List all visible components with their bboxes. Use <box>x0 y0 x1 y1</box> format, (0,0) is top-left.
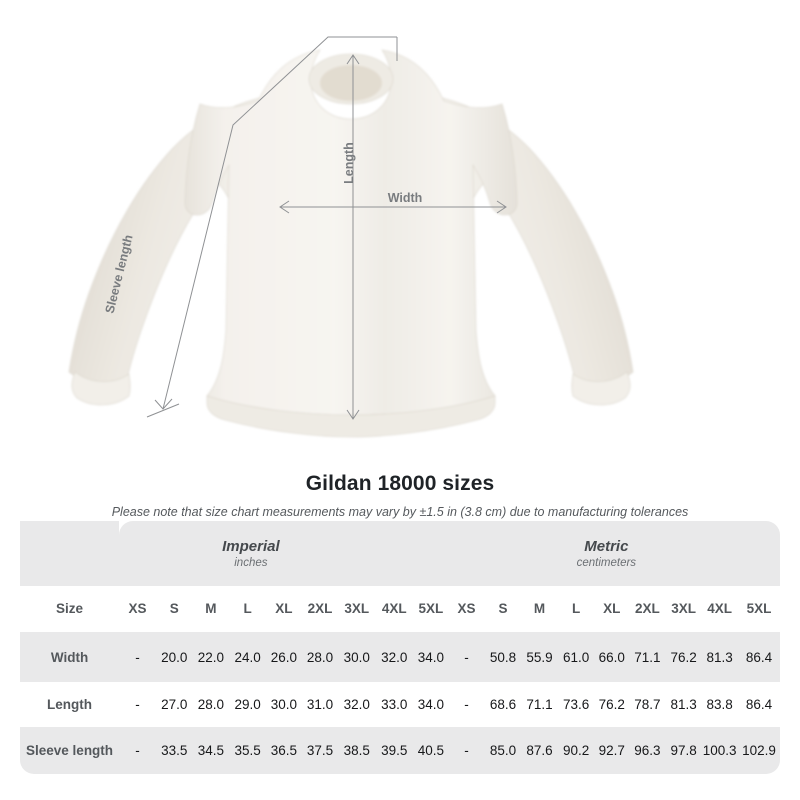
svg-text:Length: Length <box>342 142 356 184</box>
svg-text:Width: Width <box>388 191 423 205</box>
svg-text:Sleeve length: Sleeve length <box>103 233 136 315</box>
